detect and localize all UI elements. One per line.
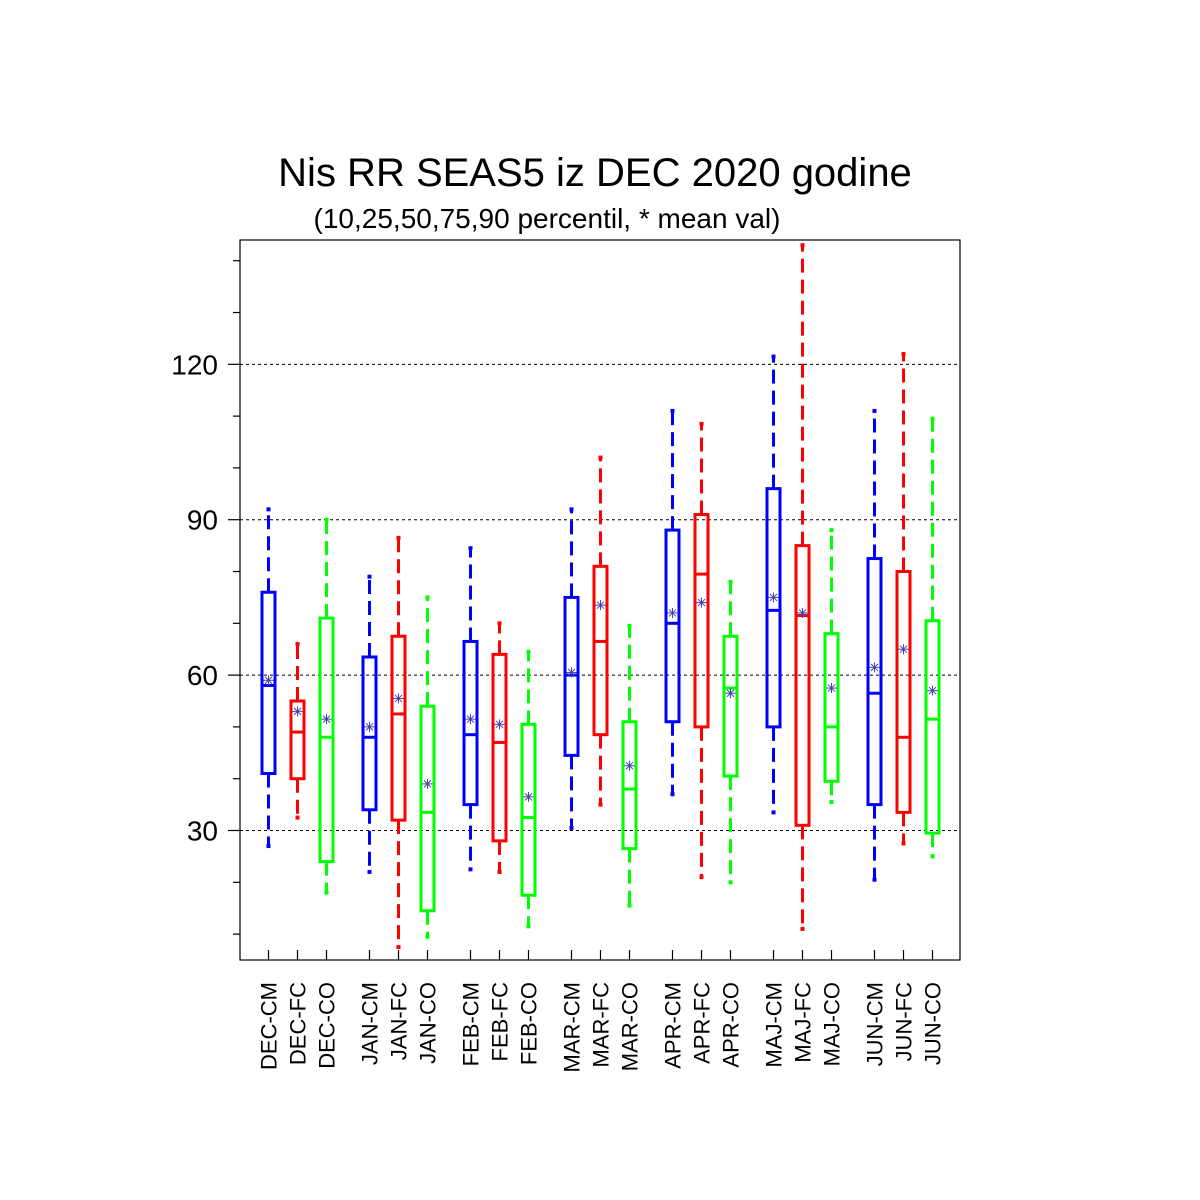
x-tick-label: JUN-FC	[892, 982, 917, 1062]
mean-marker	[394, 694, 403, 703]
iqr-box	[693, 513, 710, 729]
x-tick-label: MAR-CO	[618, 982, 643, 1071]
mean-marker	[899, 645, 908, 654]
chart-title: Nis RR SEAS5 iz DEC 2020 godine	[278, 151, 912, 195]
iqr-box	[390, 634, 407, 822]
iqr-box	[895, 570, 912, 814]
x-tick-label: MAR-FC	[589, 982, 614, 1068]
iqr-box	[722, 634, 739, 778]
x-tick-label: JAN-FC	[387, 982, 412, 1060]
x-tick-label: MAJ-CM	[762, 982, 787, 1068]
mean-marker	[596, 601, 605, 610]
iqr-box	[260, 590, 277, 776]
iqr-box	[765, 487, 782, 729]
mean-marker	[928, 686, 937, 695]
x-tick-label: FEB-CO	[517, 982, 542, 1065]
x-tick-label: FEB-CM	[459, 982, 484, 1066]
mean-marker	[769, 593, 778, 602]
plot-frame	[239, 239, 961, 961]
iqr-box	[361, 655, 378, 812]
mean-marker	[524, 792, 533, 801]
mean-marker	[322, 715, 331, 723]
x-tick-label: MAJ-CO	[820, 982, 845, 1066]
iqr-box	[520, 722, 537, 897]
mean-marker	[293, 707, 302, 716]
mean-marker	[466, 715, 475, 723]
iqr-box	[318, 616, 335, 864]
x-tick-label: JUN-CO	[921, 982, 946, 1065]
iqr-box	[866, 557, 883, 807]
mean-marker	[726, 689, 735, 698]
y-tick-label: 30	[187, 816, 218, 847]
mean-marker	[264, 676, 273, 685]
iqr-box	[419, 704, 436, 913]
mean-marker	[423, 780, 432, 788]
x-tick-label: MAR-CM	[560, 982, 585, 1072]
x-tick-label: DEC-CM	[257, 982, 282, 1070]
y-tick-label: 60	[187, 660, 218, 691]
iqr-box	[794, 544, 811, 827]
x-tick-label: MAJ-FC	[791, 982, 816, 1063]
mean-marker	[365, 723, 374, 731]
y-tick-label: 120	[171, 349, 218, 380]
y-tick-label: 90	[187, 505, 218, 536]
x-tick-label: JAN-CM	[358, 982, 383, 1065]
mean-marker	[697, 598, 706, 607]
mean-marker	[495, 720, 504, 729]
x-tick-label: JUN-CM	[863, 982, 888, 1066]
x-tick-label: DEC-CO	[315, 982, 340, 1069]
iqr-box	[924, 619, 941, 835]
iqr-box	[664, 528, 681, 724]
chart-subtitle: (10,25,50,75,90 percentil, * mean val)	[314, 203, 781, 234]
iqr-box	[491, 652, 508, 843]
iqr-box	[592, 564, 609, 737]
x-tick-label: APR-CO	[719, 982, 744, 1068]
x-tick-label: APR-FC	[690, 982, 715, 1064]
mean-marker	[798, 609, 807, 617]
mean-marker	[827, 684, 836, 692]
iqr-box	[462, 639, 479, 807]
iqr-box	[621, 720, 638, 851]
mean-marker	[625, 761, 634, 770]
iqr-box	[289, 699, 306, 781]
mean-marker	[567, 668, 576, 677]
x-tick-label: JAN-CO	[416, 982, 441, 1064]
mean-marker	[870, 663, 879, 672]
x-tick-label: FEB-FC	[488, 982, 513, 1062]
x-tick-label: APR-CM	[661, 982, 686, 1069]
x-tick-label: DEC-FC	[286, 982, 311, 1065]
mean-marker	[668, 609, 677, 617]
iqr-box	[823, 632, 840, 783]
